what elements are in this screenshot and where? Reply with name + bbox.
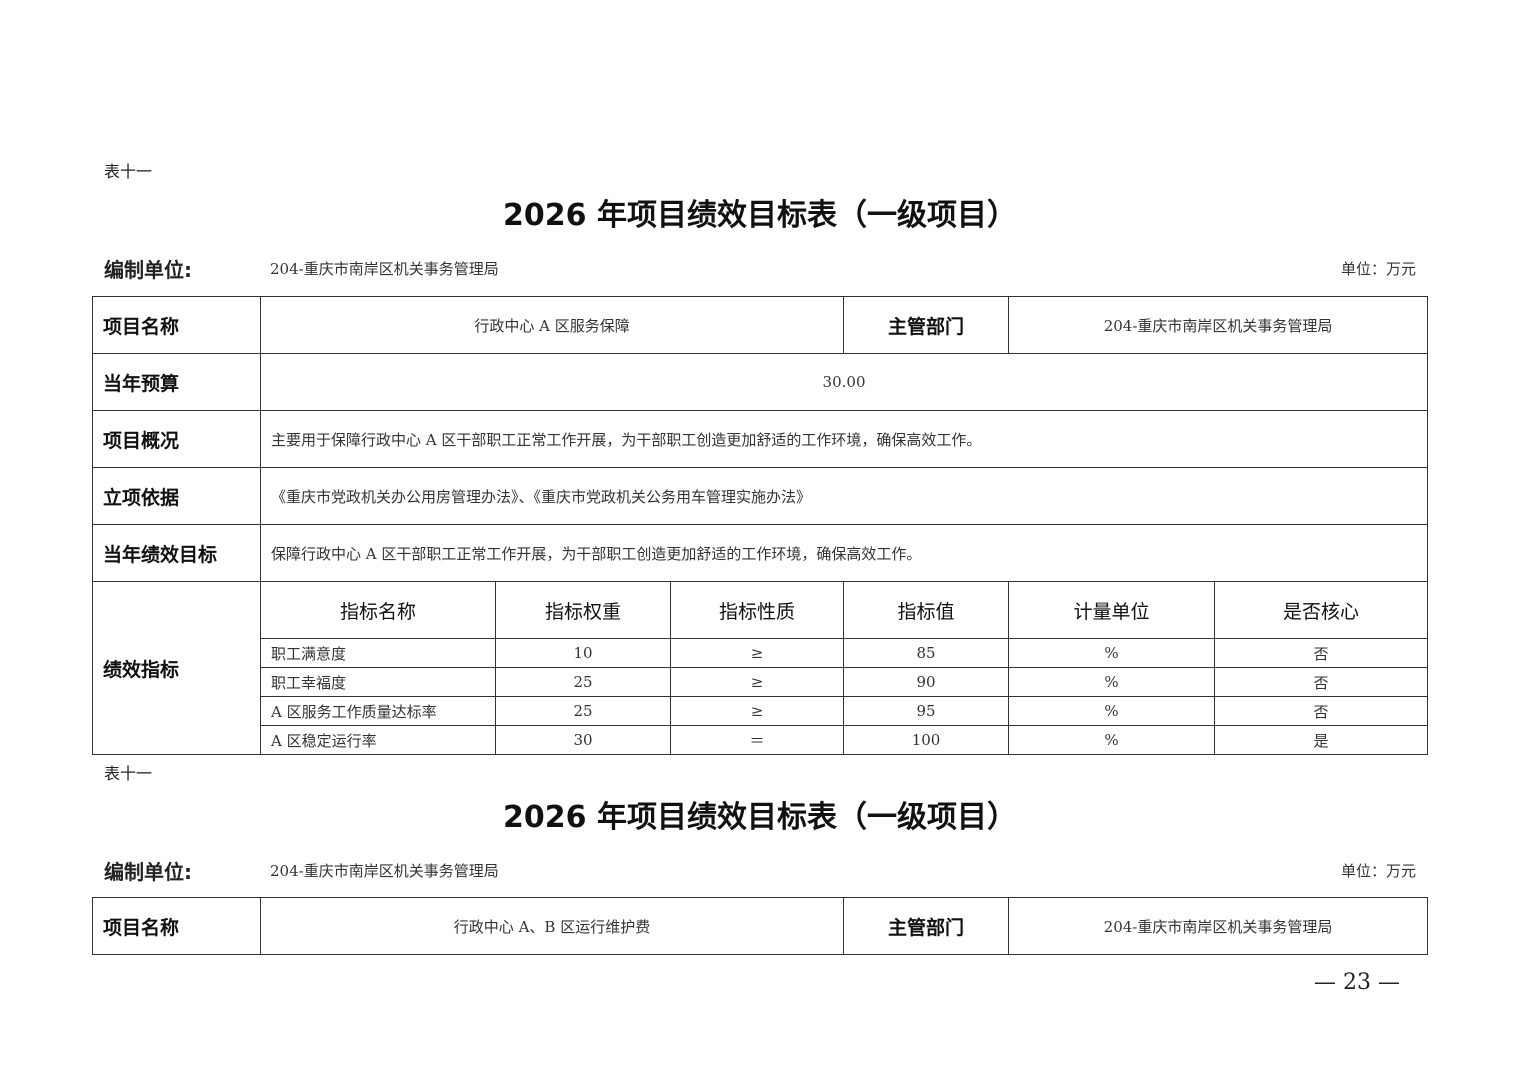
indicator-operator: ≥ — [669, 638, 845, 668]
indicator-row: A 区服务工作质量达标率 25 ≥ 95 % 否 — [93, 696, 1429, 726]
project-name: 行政中心 A 区服务保障 — [259, 296, 845, 354]
indicator-core: 否 — [1214, 667, 1429, 697]
indicator-value: 90 — [843, 667, 1010, 697]
indicator-header: 是否核心 — [1214, 581, 1429, 639]
dept-label: 主管部门 — [843, 897, 1009, 955]
indicator-header: 指标性质 — [669, 581, 845, 639]
indicator-operator: ≥ — [669, 667, 845, 697]
money-unit: 单位：万元 — [1340, 862, 1416, 880]
indicator-name: 职工幸福度 — [260, 667, 496, 697]
goal-value: 保障行政中心 A 区干部职工正常工作开展，为干部职工创造更加舒适的工作环境，确保… — [259, 524, 1429, 582]
indicator-value: 95 — [843, 696, 1010, 726]
project-name: 行政中心 A、B 区运行维护费 — [260, 897, 844, 955]
indicator-header-row: 绩效指标 指标名称 指标权重 指标性质 指标值 计量单位 是否核心 — [92, 581, 1429, 755]
indicator-header: 指标权重 — [495, 581, 671, 639]
indicator-row: 职工幸福度 25 ≥ 90 % 否 — [93, 667, 1429, 697]
performance-table-1: 项目名称 行政中心 A 区服务保障 主管部门 204-重庆市南岸区机关事务管理局… — [92, 296, 1429, 755]
indicator-row: 职工满意度 10 ≥ 85 % 否 — [93, 638, 1429, 668]
indicator-header: 指标名称 — [260, 581, 496, 639]
page-title: 2026 年项目绩效目标表（一级项目） — [503, 198, 1017, 233]
table-row: 项目名称 行政中心 A 区服务保障 主管部门 204-重庆市南岸区机关事务管理局 — [92, 296, 1429, 354]
indicator-operator: ≥ — [669, 696, 845, 726]
overview-value: 主要用于保障行政中心 A 区干部职工正常工作开展，为干部职工创造更加舒适的工作环… — [259, 410, 1429, 468]
indicator-unit: % — [1008, 696, 1216, 726]
indicator-unit: % — [1008, 667, 1216, 697]
dept-label: 主管部门 — [843, 296, 1010, 354]
org-value: 204-重庆市南岸区机关事务管理局 — [270, 260, 499, 278]
project-name-label: 项目名称 — [92, 897, 261, 955]
indicator-core: 否 — [1214, 696, 1429, 726]
basis-value: 《重庆市党政机关办公用房管理办法》、《重庆市党政机关公务用车管理实施办法》 — [259, 467, 1429, 525]
indicator-weight: 25 — [495, 696, 671, 726]
table-tag: 表十一 — [104, 162, 153, 181]
basis-label: 立项依据 — [92, 467, 261, 525]
table-row: 当年预算 30.00 — [92, 353, 1429, 411]
indicator-header: 指标值 — [843, 581, 1010, 639]
project-name-label: 项目名称 — [92, 296, 261, 354]
page-number: — 23 — — [1314, 970, 1400, 995]
org-label: 编制单位: — [104, 860, 192, 884]
org-label: 编制单位: — [104, 258, 192, 282]
table-row: 项目概况 主要用于保障行政中心 A 区干部职工正常工作开展，为干部职工创造更加舒… — [92, 410, 1429, 468]
indicator-name: A 区稳定运行率 — [260, 725, 496, 755]
table-row: 当年绩效目标 保障行政中心 A 区干部职工正常工作开展，为干部职工创造更加舒适的… — [92, 524, 1429, 582]
dept-value: 204-重庆市南岸区机关事务管理局 — [1007, 897, 1429, 955]
indicator-value: 100 — [843, 725, 1010, 755]
org-value: 204-重庆市南岸区机关事务管理局 — [270, 862, 499, 880]
table-row: 项目名称 行政中心 A、B 区运行维护费 主管部门 204-重庆市南岸区机关事务… — [92, 897, 1429, 955]
indicator-value: 85 — [843, 638, 1010, 668]
indicator-unit: % — [1008, 638, 1216, 668]
money-unit: 单位：万元 — [1340, 260, 1416, 278]
indicator-core: 否 — [1214, 638, 1429, 668]
dept-value: 204-重庆市南岸区机关事务管理局 — [1008, 296, 1429, 354]
goal-label: 当年绩效目标 — [92, 524, 261, 582]
overview-label: 项目概况 — [92, 410, 261, 468]
budget-value: 30.00 — [259, 353, 1429, 411]
indicator-header: 计量单位 — [1008, 581, 1216, 639]
indicator-operator: ＝ — [669, 725, 845, 755]
table-tag: 表十一 — [104, 764, 153, 783]
indicator-core: 是 — [1214, 725, 1429, 755]
performance-table-2: 项目名称 行政中心 A、B 区运行维护费 主管部门 204-重庆市南岸区机关事务… — [92, 897, 1429, 955]
indicators-label: 绩效指标 — [92, 581, 261, 755]
indicator-name: 职工满意度 — [260, 638, 496, 668]
indicator-weight: 25 — [495, 667, 671, 697]
indicator-weight: 30 — [495, 725, 671, 755]
indicator-name: A 区服务工作质量达标率 — [260, 696, 496, 726]
indicator-unit: % — [1008, 725, 1216, 755]
indicator-weight: 10 — [495, 638, 671, 668]
budget-label: 当年预算 — [92, 353, 261, 411]
table-row: 立项依据 《重庆市党政机关办公用房管理办法》、《重庆市党政机关公务用车管理实施办… — [92, 467, 1429, 525]
indicator-row: A 区稳定运行率 30 ＝ 100 % 是 — [93, 725, 1429, 755]
page-title: 2026 年项目绩效目标表（一级项目） — [503, 800, 1017, 835]
